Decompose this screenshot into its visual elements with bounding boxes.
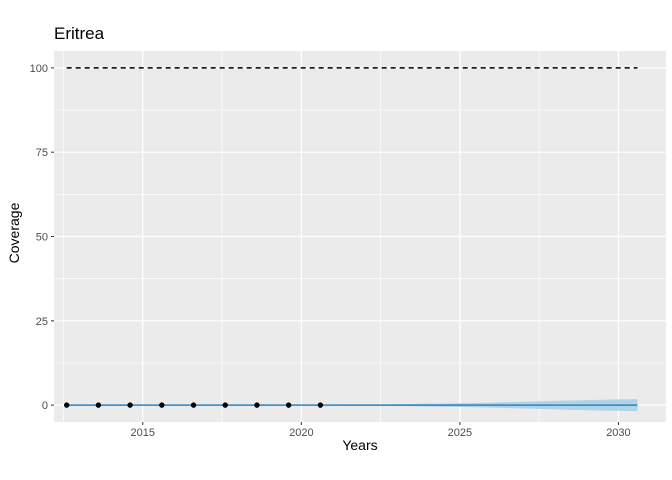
y-tick-label: 100 bbox=[30, 63, 48, 75]
observed-point bbox=[317, 402, 324, 408]
y-tick-label: 25 bbox=[36, 316, 48, 328]
observed-point bbox=[190, 402, 197, 408]
observed-point bbox=[222, 402, 228, 408]
observed-point bbox=[285, 402, 292, 408]
chart-title: Eritrea bbox=[54, 24, 105, 43]
y-axis-title: Coverage bbox=[6, 202, 22, 263]
observed-point bbox=[127, 402, 133, 408]
observed-points-layer bbox=[63, 402, 324, 408]
y-axis: 0 25 50 75 100 bbox=[30, 63, 54, 412]
y-tick-label: 0 bbox=[42, 400, 48, 412]
x-tick-label: 2025 bbox=[448, 427, 472, 439]
y-tick-label: 75 bbox=[36, 147, 48, 159]
observed-point bbox=[254, 402, 260, 408]
x-tick-label: 2015 bbox=[131, 427, 155, 439]
x-axis: 2015 2020 2025 2030 bbox=[131, 422, 631, 439]
y-tick-label: 50 bbox=[36, 232, 48, 244]
observed-point bbox=[95, 402, 102, 408]
observed-point bbox=[159, 402, 165, 408]
observed-point bbox=[63, 402, 70, 408]
x-tick-label: 2020 bbox=[289, 427, 313, 439]
x-tick-label: 2030 bbox=[606, 427, 630, 439]
x-axis-title: Years bbox=[342, 437, 377, 453]
